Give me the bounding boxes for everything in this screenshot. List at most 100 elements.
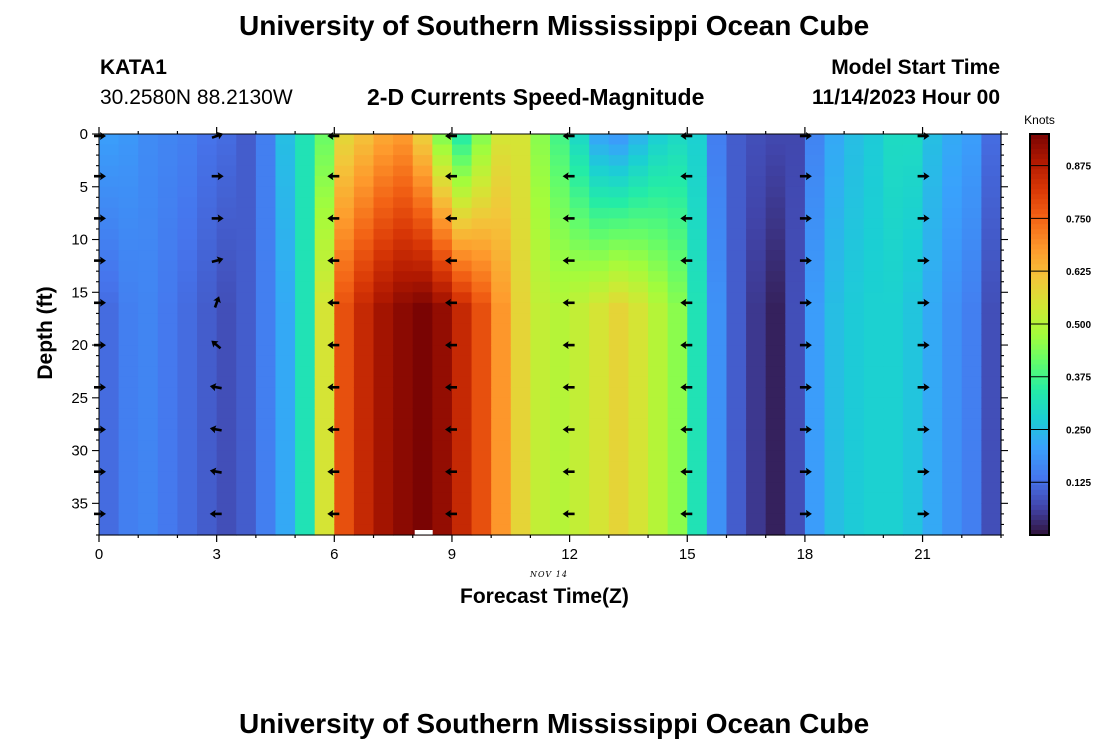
heatmap-cell: [99, 165, 120, 177]
heatmap-cell: [334, 144, 355, 156]
heatmap-cell: [236, 260, 257, 272]
heatmap-cell: [255, 492, 277, 504]
heatmap-cell: [922, 387, 943, 399]
heatmap-cell: [118, 471, 139, 483]
heatmap-cell: [824, 292, 845, 304]
heatmap-cell: [510, 429, 531, 441]
heatmap-cell: [569, 503, 590, 515]
heatmap-cell: [177, 513, 198, 526]
heatmap-cell: [393, 271, 414, 283]
colorbar-segment: [1030, 174, 1049, 180]
heatmap-cell: [471, 281, 492, 293]
heatmap-cell: [648, 471, 669, 483]
heatmap-cell: [863, 513, 884, 526]
heatmap-cell: [589, 397, 610, 409]
heatmap-cell: [569, 292, 590, 304]
heatmap-cell: [746, 323, 767, 336]
heatmap-cell: [216, 503, 237, 515]
heatmap-cell: [412, 387, 433, 399]
heatmap-cell: [353, 313, 375, 325]
heatmap-cell: [334, 513, 355, 526]
heatmap-cell: [628, 228, 649, 241]
heatmap-cell: [197, 461, 218, 473]
heatmap-cell: [373, 302, 394, 314]
heatmap-cell: [197, 281, 218, 293]
heatmap-cell: [687, 197, 708, 209]
heatmap-cell: [275, 429, 296, 441]
heatmap-cell: [118, 461, 139, 473]
heatmap-cell: [706, 450, 728, 462]
heatmap-cell: [981, 271, 1002, 283]
heatmap-cell: [706, 176, 728, 188]
heatmap-cell: [236, 239, 257, 251]
heatmap-cell: [648, 334, 669, 346]
heatmap-cell: [216, 207, 237, 220]
heatmap-cell: [314, 228, 335, 241]
heatmap-cell: [550, 207, 571, 220]
heatmap-cell: [628, 429, 649, 441]
heatmap-cell: [589, 513, 610, 526]
heatmap-cell: [236, 302, 257, 314]
heatmap-cell: [942, 355, 963, 367]
heatmap-cell: [608, 292, 630, 304]
heatmap-cell: [804, 376, 826, 388]
heatmap-cell: [883, 176, 904, 188]
heatmap-cell: [177, 429, 198, 441]
x-tick-label: 15: [679, 546, 696, 563]
heatmap-cell: [902, 471, 924, 483]
heatmap-cell: [118, 250, 139, 262]
colorbar-segment: [1030, 359, 1049, 366]
heatmap-cell: [432, 450, 453, 462]
heatmap-cell: [589, 323, 610, 336]
heatmap-cell: [863, 482, 884, 494]
heatmap-cell: [295, 397, 316, 409]
heatmap-cell: [883, 260, 904, 272]
model-start-value: 11/14/2023 Hour 00: [812, 86, 1000, 109]
heatmap-cell: [157, 134, 179, 146]
heatmap-cell: [118, 134, 139, 146]
heatmap-cell: [961, 271, 982, 283]
heatmap-cell: [569, 513, 590, 526]
heatmap-cell: [628, 250, 649, 262]
heatmap-cell: [373, 503, 394, 515]
heatmap-cell: [236, 366, 257, 378]
heatmap-cell: [236, 345, 257, 357]
chart-subtitle: 2-D Currents Speed-Magnitude: [367, 84, 705, 110]
heatmap-cell: [412, 144, 433, 156]
heatmap-cell: [530, 482, 551, 494]
colorbar-segment: [1030, 164, 1049, 170]
heatmap-cell: [648, 313, 669, 325]
heatmap-cell: [981, 197, 1002, 209]
heatmap-cell: [628, 408, 649, 420]
heatmap-cell: [804, 186, 826, 198]
heatmap-cell: [177, 292, 198, 304]
heatmap-cell: [373, 176, 394, 188]
heatmap-cell: [432, 281, 453, 293]
colorbar-segment: [1030, 299, 1049, 306]
heatmap-cell: [275, 334, 296, 346]
heatmap-cell: [569, 461, 590, 473]
heatmap-cell: [628, 524, 649, 536]
heatmap-cell: [393, 345, 414, 357]
heatmap-cell: [667, 292, 688, 304]
heatmap-cell: [804, 471, 826, 483]
heatmap-cell: [765, 197, 786, 209]
colorbar-segment: [1030, 139, 1049, 145]
heatmap-cell: [157, 165, 179, 177]
heatmap-cell: [471, 271, 492, 283]
heatmap-cell: [667, 429, 688, 441]
heatmap-cell: [216, 345, 237, 357]
heatmap-cell: [216, 366, 237, 378]
heatmap-cell: [550, 471, 571, 483]
heatmap-cell: [275, 176, 296, 188]
heatmap-cell: [648, 186, 669, 198]
heatmap-cell: [824, 271, 845, 283]
heatmap-cell: [628, 218, 649, 230]
heatmap-cell: [981, 239, 1002, 251]
heatmap-cell: [844, 461, 865, 473]
heatmap-cell: [902, 440, 924, 452]
colorbar-segment: [1030, 509, 1049, 516]
heatmap-cell: [824, 524, 845, 536]
heatmap-cell: [412, 450, 433, 462]
heatmap-cell: [236, 482, 257, 494]
